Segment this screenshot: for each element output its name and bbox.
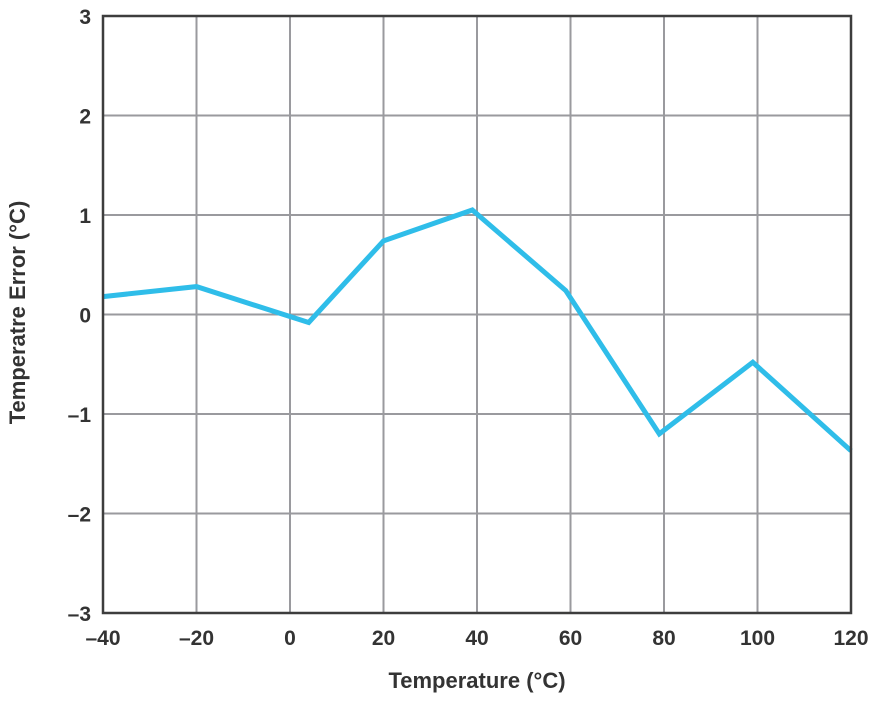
- y-tick-label: –2: [68, 504, 91, 527]
- x-tick-label: 120: [833, 627, 868, 650]
- series-line: [102, 207, 853, 453]
- x-axis-title: Temperature (°C): [388, 668, 565, 693]
- x-tick-label: 40: [465, 627, 488, 650]
- y-tick-label: 0: [79, 305, 91, 328]
- y-tick-label: –1: [68, 404, 92, 427]
- x-tick-label: 80: [652, 627, 675, 650]
- x-tick-label: 60: [559, 627, 582, 650]
- y-tick-label: 2: [79, 106, 91, 129]
- y-tick-labels: –3 –2 –1 0 1 2 3: [68, 6, 92, 626]
- x-tick-label: 0: [284, 627, 296, 650]
- x-tick-label: –40: [85, 627, 120, 650]
- y-tick-label: 1: [79, 205, 91, 228]
- plot-frame: [101, 14, 853, 615]
- horizontal-gridlines: [103, 114, 851, 515]
- y-axis-title: Temperatre Error (°C): [5, 201, 30, 425]
- x-tick-label: –20: [179, 627, 214, 650]
- x-tick-labels: –40 –20 0 20 40 60 80 100 120: [85, 627, 868, 650]
- x-tick-label: 20: [372, 627, 395, 650]
- x-tick-label: 100: [740, 627, 775, 650]
- series-layer: [102, 207, 853, 453]
- y-tick-label: 3: [79, 6, 91, 29]
- y-tick-label: –3: [68, 603, 91, 626]
